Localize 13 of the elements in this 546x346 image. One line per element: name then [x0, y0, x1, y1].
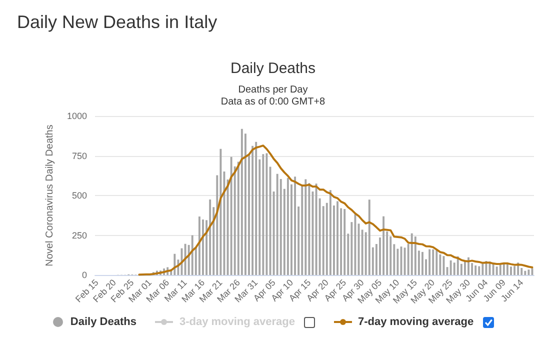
y-tick-label: 750: [72, 150, 87, 161]
y-tick-label: 0: [82, 270, 87, 280]
text: Deaths per Day: [238, 84, 308, 96]
y-tick-label: 1000: [66, 111, 87, 121]
line-series: [138, 144, 534, 276]
y-tick-label: 250: [72, 230, 87, 240]
legend-label: 7-day moving average: [358, 316, 474, 328]
chart-subtitle: Daily Deaths: [230, 60, 316, 77]
y-axis-title: Novel Coronavirus Daily Deaths: [44, 124, 56, 266]
chart-title: Daily New Deaths in Italy: [17, 12, 218, 32]
text: Data as of 0:00 GMT+8: [220, 96, 326, 108]
y-tick-label: 500: [72, 190, 87, 200]
legend-label: Daily Deaths: [70, 316, 136, 328]
